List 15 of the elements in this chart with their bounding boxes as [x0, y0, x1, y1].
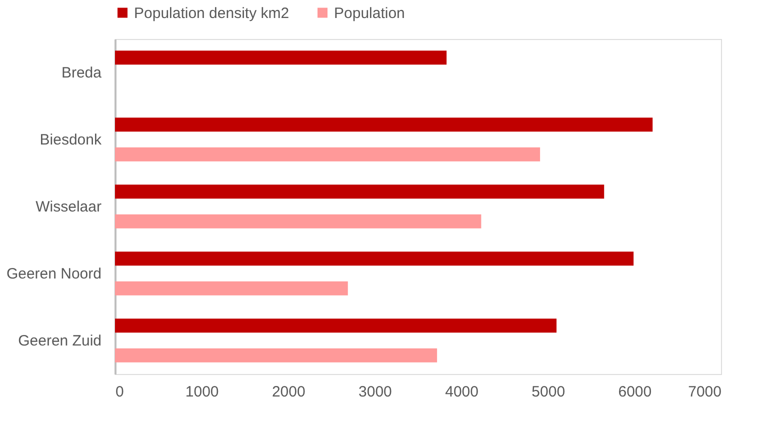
legend-label: Population [334, 4, 405, 22]
y-tick-label: Breda [61, 64, 102, 82]
y-tick-label: Geeren Noord [6, 266, 102, 282]
legend-label: Population density km2 [134, 4, 290, 22]
x-tick-label: 6000 [618, 384, 652, 400]
x-tick-label: 2000 [272, 384, 306, 400]
x-tick-label: 0 [116, 384, 124, 400]
x-tick-label: 4000 [445, 384, 478, 400]
y-tick-label: Biesdonk [40, 132, 102, 148]
x-tick-label: 7000 [688, 384, 722, 400]
y-tick-label: Wisselaar [36, 198, 102, 216]
x-tick-label: 3000 [358, 384, 392, 400]
x-tick-label: 1000 [185, 384, 219, 400]
x-tick-label: 5000 [532, 384, 566, 400]
y-tick-label: Geeren Zuid [18, 332, 102, 350]
